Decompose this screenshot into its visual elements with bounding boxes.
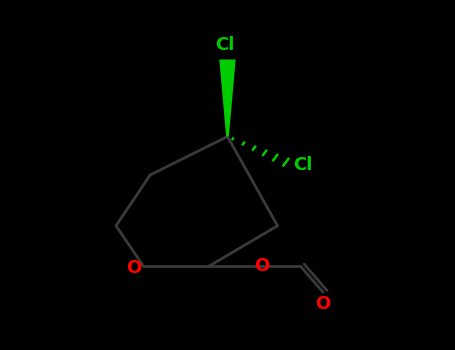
Text: O: O [315,295,331,313]
Text: Cl: Cl [293,156,313,174]
Text: O: O [126,259,142,277]
Polygon shape [219,60,236,136]
Text: O: O [254,257,269,275]
Text: Cl: Cl [216,36,235,54]
